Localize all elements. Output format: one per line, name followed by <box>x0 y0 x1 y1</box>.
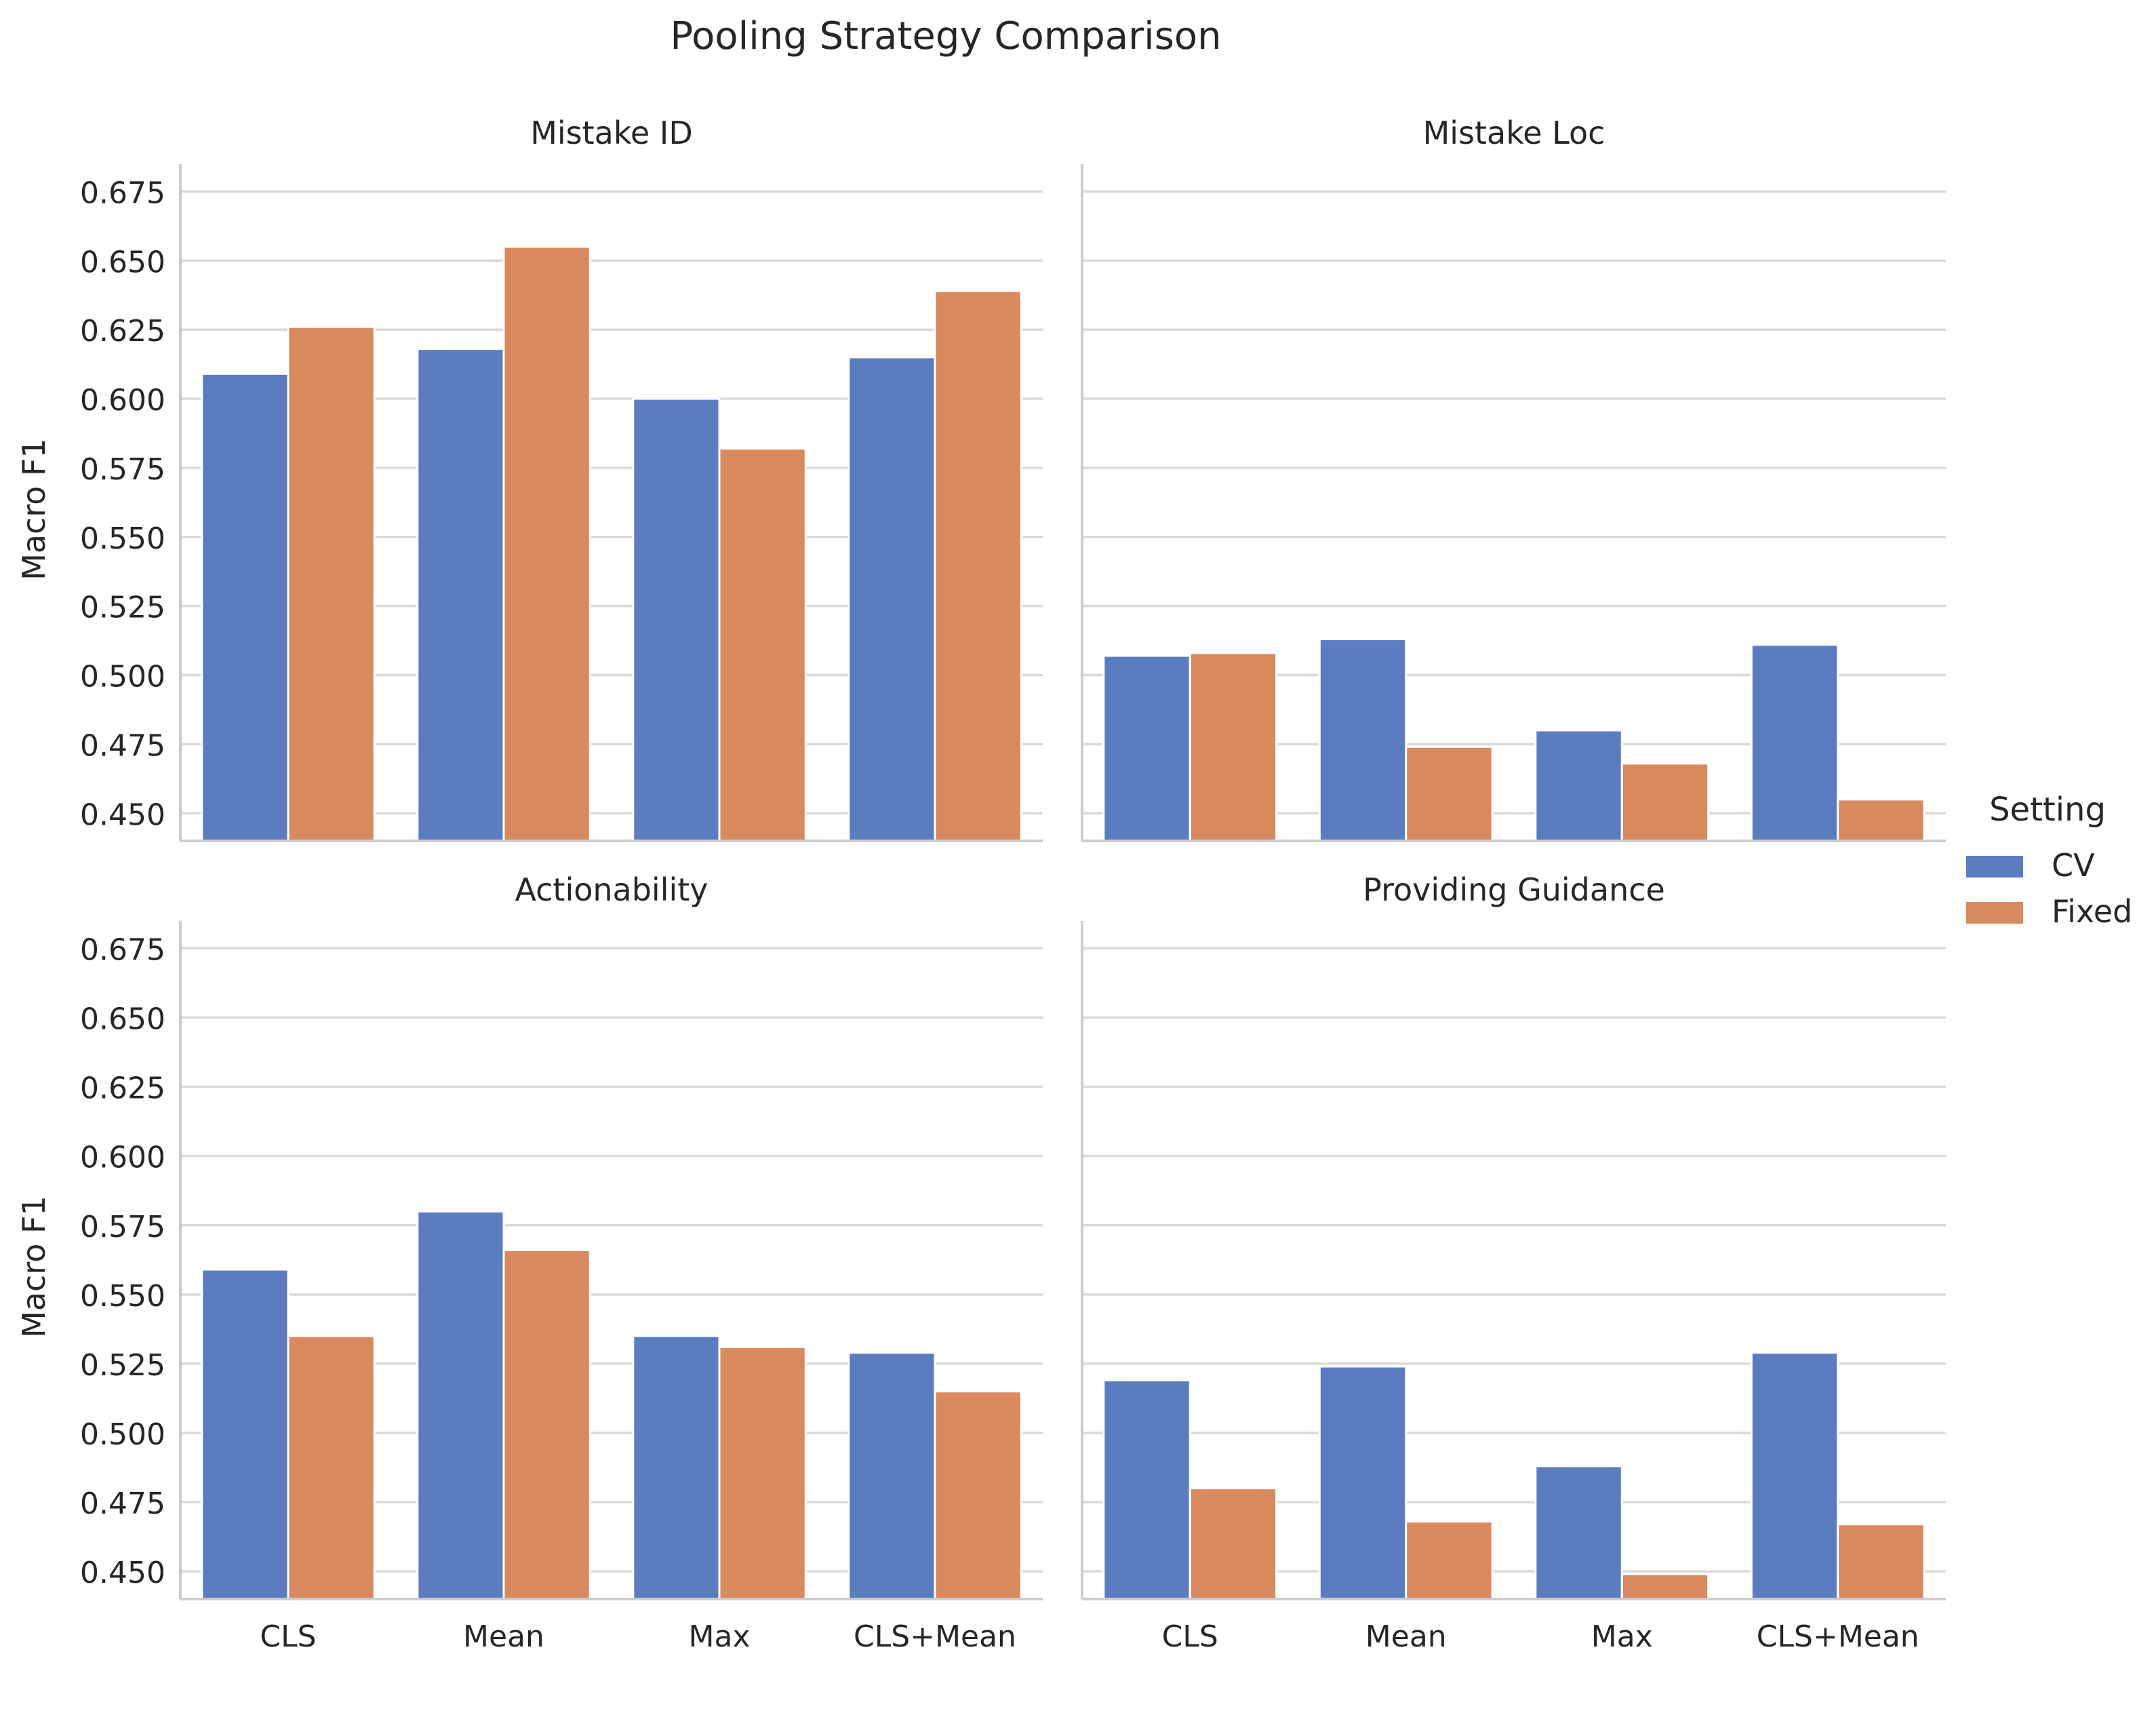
bar-fixed-cls-mean <box>934 290 1022 842</box>
chart-title: Pooling Strategy Comparison <box>670 14 1221 58</box>
bar-fixed-cls <box>1189 652 1278 842</box>
bar-cv-cls <box>1102 1379 1191 1600</box>
bar-fixed-cls <box>287 326 376 842</box>
y-tick-label: 0.625 <box>80 314 165 349</box>
panel-title: Mistake ID <box>530 115 693 151</box>
bar-cv-mean <box>1318 638 1408 842</box>
bar-cv-mean <box>416 1210 505 1600</box>
bar-cv-cls <box>201 1268 290 1600</box>
bar-fixed-max <box>718 447 807 842</box>
panel-title: Mistake Loc <box>1423 115 1605 151</box>
bar-cv-cls <box>1102 654 1191 842</box>
bar-cv-max <box>632 397 721 842</box>
bar-cv-cls-mean <box>847 1352 936 1600</box>
y-tick-label: 0.450 <box>80 1556 165 1590</box>
bar-cv-cls <box>201 372 290 842</box>
x-tick-label: Mean <box>463 1619 544 1654</box>
y-tick-label: 0.600 <box>80 1141 165 1175</box>
x-tick-label: CLS+Mean <box>854 1619 1016 1654</box>
bar-cv-cls-mean <box>847 356 936 842</box>
panel-3: 0.450 0.475 0.500 0.525 0.550 0.575 0.600 0.625… <box>16 871 1043 1654</box>
x-tick-label: Max <box>1591 1619 1653 1654</box>
legend-swatch-cv <box>1966 856 2023 878</box>
y-tick-label: 0.450 <box>80 798 165 832</box>
y-tick-label: 0.550 <box>80 521 165 556</box>
bar-cv-max <box>632 1335 721 1600</box>
y-tick-label: 0.525 <box>80 1348 165 1383</box>
bar-cv-mean <box>416 348 505 842</box>
y-tick-label: 0.650 <box>80 245 165 279</box>
legend-title: Setting <box>1989 791 2106 829</box>
bar-fixed-cls-mean <box>1837 798 1925 842</box>
legend-label-fixed: Fixed <box>2052 893 2132 930</box>
y-tick-label: 0.525 <box>80 591 165 625</box>
bar-fixed-cls <box>287 1335 376 1600</box>
y-axis-label: Macro F1 <box>16 1196 52 1338</box>
bar-cv-cls-mean <box>1750 644 1839 842</box>
x-tick-label: CLS <box>1162 1619 1218 1654</box>
legend-label-cv: CV <box>2052 847 2095 884</box>
bar-cv-max <box>1534 1465 1623 1600</box>
bar-fixed-max <box>1620 762 1710 842</box>
bar-fixed-mean <box>1405 1520 1494 1600</box>
panel-title: Actionability <box>515 871 708 908</box>
legend: Setting CV Fixed <box>1966 791 2132 930</box>
y-tick-label: 0.675 <box>80 932 165 967</box>
y-tick-label: 0.500 <box>80 1417 165 1452</box>
y-axis-label: Macro F1 <box>16 438 52 580</box>
bar-fixed-max <box>718 1345 807 1600</box>
panel-1: 0.450 0.475 0.500 0.525 0.550 0.575 0.600 0.625… <box>16 115 1043 842</box>
y-tick-label: 0.475 <box>80 728 165 763</box>
bar-fixed-max <box>1620 1573 1710 1600</box>
bar-fixed-cls <box>1189 1487 1278 1600</box>
y-tick-label: 0.675 <box>80 176 165 210</box>
x-tick-label: CLS+Mean <box>1757 1619 1919 1654</box>
bar-cv-cls-mean <box>1750 1352 1839 1600</box>
y-tick-label: 0.600 <box>80 383 165 418</box>
bar-fixed-cls-mean <box>934 1390 1022 1600</box>
bar-fixed-mean <box>1405 745 1494 842</box>
chart-panels: 0.450 0.475 0.500 0.525 0.550 0.575 0.600 0.625… <box>16 115 1946 1654</box>
y-tick-label: 0.500 <box>80 660 165 694</box>
y-tick-label: 0.575 <box>80 1210 165 1244</box>
bar-fixed-mean <box>502 1249 591 1600</box>
legend-swatch-fixed <box>1966 902 2023 924</box>
panel-title: Providing Guidance <box>1363 871 1665 908</box>
panel-4: Providing Guidance CLS Mean Max CLS+Mean <box>1081 871 1946 1654</box>
x-tick-label: Max <box>689 1619 751 1654</box>
y-tick-label: 0.625 <box>80 1071 165 1106</box>
bar-fixed-mean <box>502 245 591 842</box>
y-tick-label: 0.550 <box>80 1279 165 1314</box>
x-tick-label: CLS <box>260 1619 316 1654</box>
y-tick-label: 0.575 <box>80 452 165 487</box>
panel-2: Mistake Loc <box>1081 115 1946 842</box>
x-tick-label: Mean <box>1365 1619 1447 1654</box>
bar-fixed-cls-mean <box>1837 1523 1925 1600</box>
bar-cv-mean <box>1318 1365 1408 1600</box>
y-tick-label: 0.650 <box>80 1002 165 1037</box>
y-tick-label: 0.475 <box>80 1486 165 1521</box>
bar-cv-max <box>1534 729 1623 842</box>
